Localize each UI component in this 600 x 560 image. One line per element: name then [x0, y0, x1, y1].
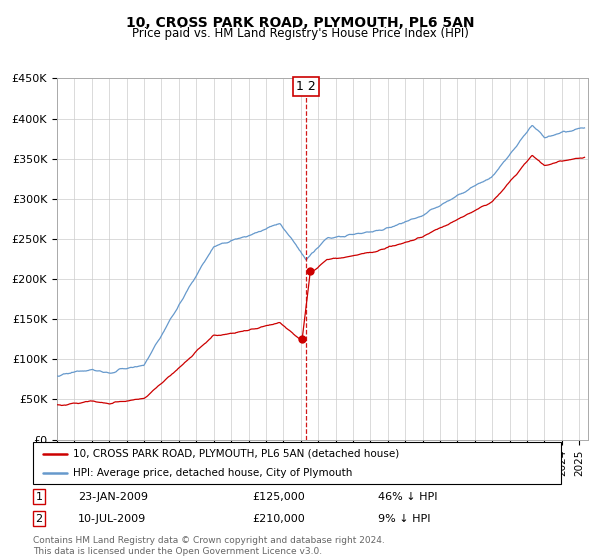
- Text: HPI: Average price, detached house, City of Plymouth: HPI: Average price, detached house, City…: [73, 468, 352, 478]
- Text: 2: 2: [35, 514, 43, 524]
- Text: 46% ↓ HPI: 46% ↓ HPI: [378, 492, 437, 502]
- Text: £210,000: £210,000: [252, 514, 305, 524]
- Text: 9% ↓ HPI: 9% ↓ HPI: [378, 514, 431, 524]
- Text: Price paid vs. HM Land Registry's House Price Index (HPI): Price paid vs. HM Land Registry's House …: [131, 27, 469, 40]
- Text: Contains HM Land Registry data © Crown copyright and database right 2024.
This d: Contains HM Land Registry data © Crown c…: [33, 536, 385, 556]
- Text: 1 2: 1 2: [296, 80, 316, 93]
- Text: £125,000: £125,000: [252, 492, 305, 502]
- Text: 23-JAN-2009: 23-JAN-2009: [78, 492, 148, 502]
- Text: 10, CROSS PARK ROAD, PLYMOUTH, PL6 5AN (detached house): 10, CROSS PARK ROAD, PLYMOUTH, PL6 5AN (…: [73, 449, 399, 459]
- Text: 10-JUL-2009: 10-JUL-2009: [78, 514, 146, 524]
- Text: 1: 1: [35, 492, 43, 502]
- FancyBboxPatch shape: [33, 442, 561, 484]
- Text: 10, CROSS PARK ROAD, PLYMOUTH, PL6 5AN: 10, CROSS PARK ROAD, PLYMOUTH, PL6 5AN: [126, 16, 474, 30]
